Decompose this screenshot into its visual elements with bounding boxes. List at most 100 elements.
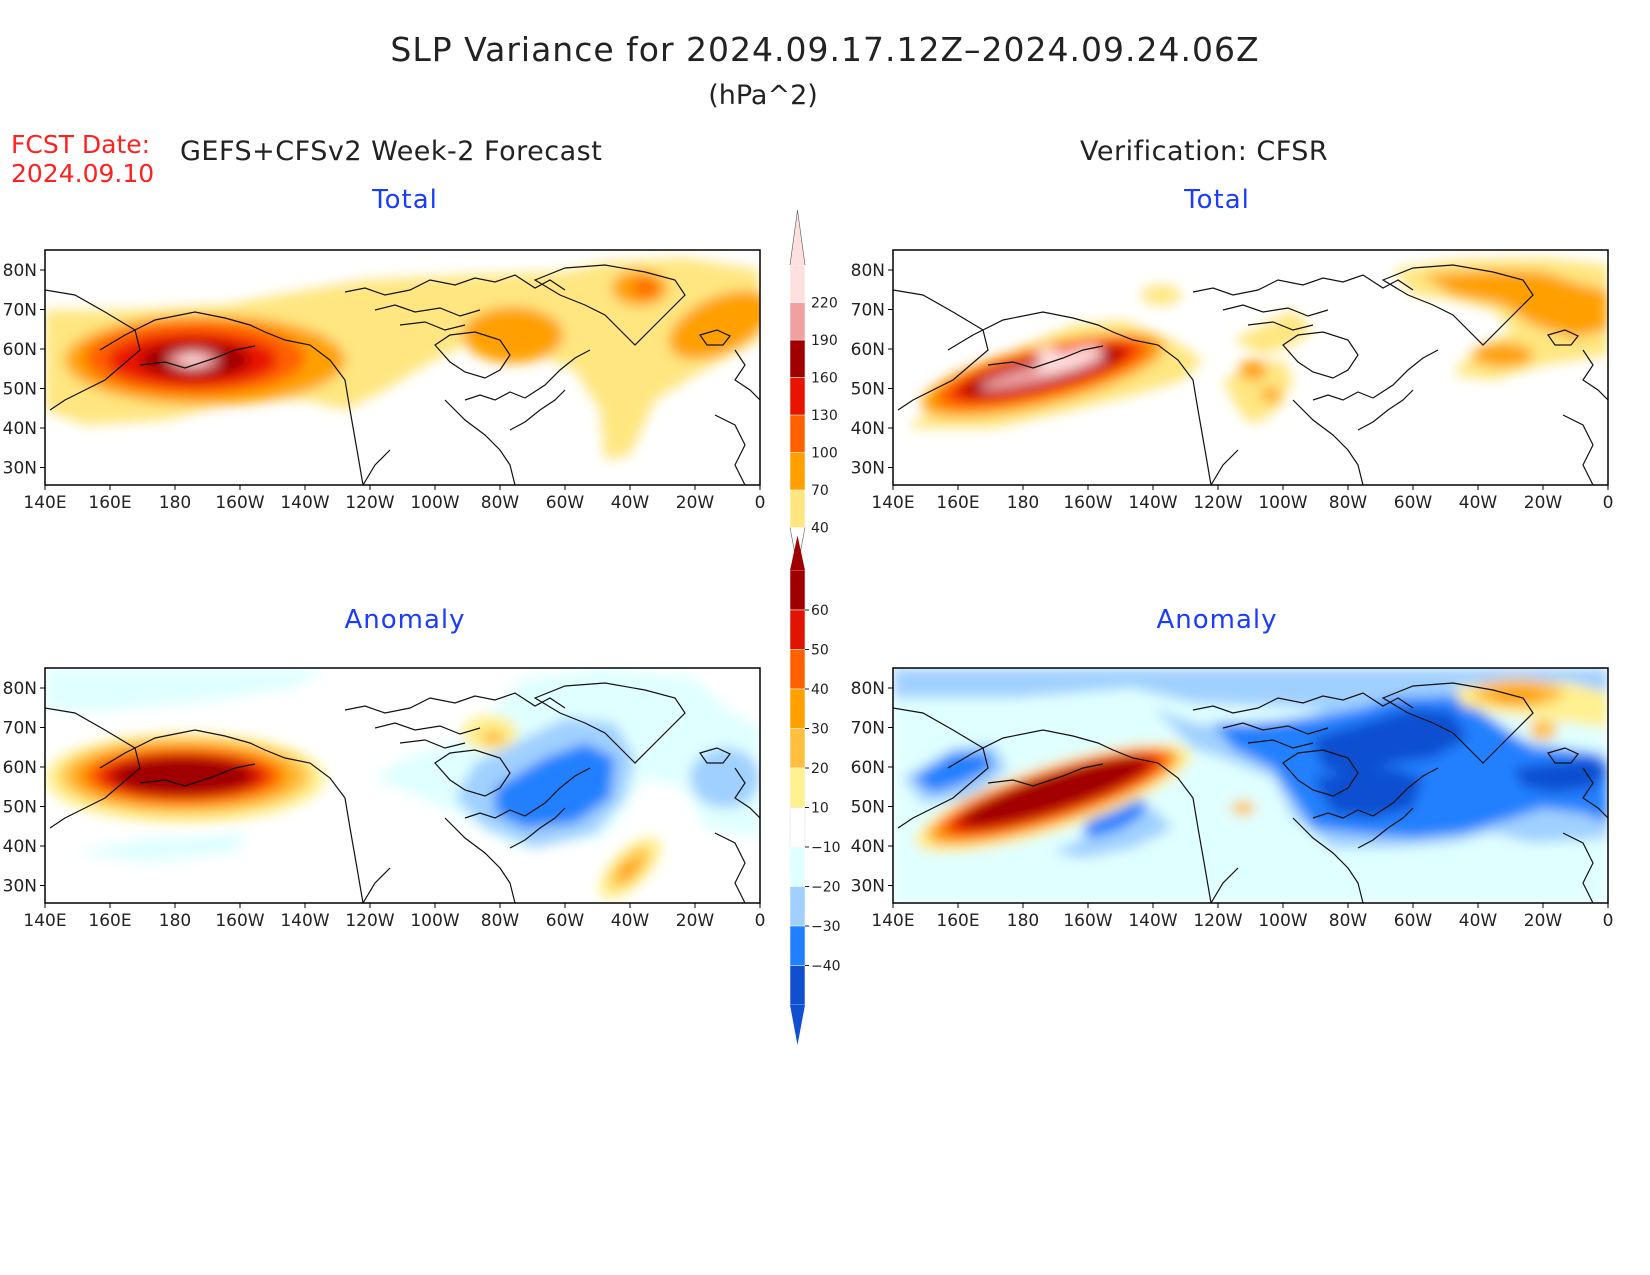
lon-tick-label: 40W — [611, 493, 650, 513]
lon-tick-label: 80W — [1329, 911, 1368, 931]
lat-tick-label: 80N — [3, 261, 37, 281]
colorbar-anomaly-label: 40 — [811, 682, 829, 698]
lon-tick-label: 100W — [410, 493, 459, 513]
lon-tick-label: 80W — [1329, 493, 1368, 513]
lon-tick-label: 180 — [1007, 911, 1039, 931]
colorbar-anomaly: 60 50 40 30 20 10 −10 −20 −30 −40 — [789, 535, 841, 1045]
forecast-header: GEFS+CFSv2 Week-2 Forecast — [180, 136, 603, 167]
lon-tick-label: 60W — [546, 493, 585, 513]
lon-tick-label: 120W — [1193, 493, 1242, 513]
colorbar-swatch — [789, 609, 806, 650]
lat-tick-label: 50N — [851, 798, 885, 818]
lat-tick-label: 50N — [3, 798, 37, 818]
verification-header: Verification: CFSR — [1080, 136, 1329, 167]
main-title: SLP Variance for 2024.09.17.12Z–2024.09.… — [390, 30, 1260, 69]
lon-tick-label: 20W — [1524, 493, 1563, 513]
contour-40 — [45, 258, 760, 460]
colorbar-anomaly-label: 50 — [811, 643, 829, 659]
lat-tick-label: 70N — [3, 719, 37, 739]
colorbar-swatch — [789, 965, 806, 1006]
lon-tick-label: 140W — [1128, 911, 1177, 931]
colorbar-total-label: 190 — [811, 333, 838, 349]
fcst-date-value: 2024.09.10 — [11, 159, 155, 188]
colorbar-swatch — [789, 728, 806, 769]
lon-tick-label: 160W — [215, 493, 264, 513]
colorbar-total-label: 220 — [811, 296, 838, 312]
lon-tick-label: 0 — [1603, 493, 1614, 513]
lon-tick-label: 140W — [1128, 493, 1177, 513]
lat-tick-label: 70N — [851, 301, 885, 321]
lat-tick-label: 60N — [3, 758, 37, 778]
lon-tick-label: 160E — [936, 911, 979, 931]
colorbar-swatch — [789, 767, 806, 808]
colorbar-swatch — [789, 886, 806, 927]
map-verification-anomaly — [892, 667, 1609, 904]
lat-tick-label: 70N — [851, 719, 885, 739]
lat-tick-label: 40N — [851, 419, 885, 439]
lon-tick-label: 180 — [159, 911, 191, 931]
lat-tick-label: 30N — [851, 877, 885, 897]
colorbar-total-label: 160 — [811, 371, 838, 387]
lon-tick-label: 140E — [871, 911, 914, 931]
lon-tick-label: 80W — [481, 911, 520, 931]
lon-tick-label: 100W — [1258, 493, 1307, 513]
lon-tick-label: 60W — [1394, 493, 1433, 513]
lon-tick-label: 160E — [936, 493, 979, 513]
colorbar-anomaly-label: −30 — [811, 919, 841, 935]
lat-tick-label: 60N — [851, 758, 885, 778]
colorbar-anomaly-label: 10 — [811, 801, 829, 817]
colorbar-total: 40 70 100 130 160 190 220 — [789, 209, 838, 568]
lon-tick-label: 40W — [611, 911, 650, 931]
colorbar-anomaly-label: −40 — [811, 959, 841, 975]
lat-tick-label: 30N — [3, 459, 37, 479]
colorbar-swatch — [789, 489, 806, 528]
lon-tick-label: 160W — [1063, 493, 1112, 513]
map-axes: 140E 160E 180 160W 140W 120W 100W 80W 60W 40W 20W 0… — [3, 261, 1614, 931]
lon-tick-label: 100W — [1258, 911, 1307, 931]
lon-tick-label: 120W — [1193, 911, 1242, 931]
lon-tick-label: 120W — [345, 911, 394, 931]
map-forecast-anomaly — [44, 667, 761, 904]
panel-title-forecast-anomaly: Anomaly — [344, 605, 466, 635]
lat-tick-label: 30N — [851, 459, 885, 479]
lon-tick-label: 140E — [23, 493, 66, 513]
map-forecast-total — [44, 249, 761, 486]
lon-tick-label: 180 — [159, 493, 191, 513]
colorbar-swatch — [789, 339, 806, 378]
lon-tick-label: 160W — [1063, 911, 1112, 931]
lat-tick-label: 60N — [851, 340, 885, 360]
map-verification-total — [892, 249, 1609, 486]
lat-tick-label: 80N — [3, 679, 37, 699]
lon-tick-label: 140E — [871, 493, 914, 513]
lon-tick-label: 160E — [88, 911, 131, 931]
colorbar-swatch — [789, 925, 806, 966]
colorbar-swatch — [789, 807, 806, 848]
lon-tick-label: 160E — [88, 493, 131, 513]
lat-tick-label: 50N — [3, 380, 37, 400]
lat-tick-label: 40N — [851, 837, 885, 857]
lon-tick-label: 20W — [1524, 911, 1563, 931]
lon-tick-label: 20W — [676, 911, 715, 931]
colorbar-anomaly-label: 30 — [811, 722, 829, 738]
lat-tick-label: 60N — [3, 340, 37, 360]
lat-tick-label: 70N — [3, 301, 37, 321]
colorbar-swatch — [789, 414, 806, 453]
colorbar-swatch — [789, 452, 806, 491]
colorbar-swatch — [789, 846, 806, 887]
colorbar-anomaly-label: −10 — [811, 840, 841, 856]
lon-tick-label: 180 — [1007, 493, 1039, 513]
lon-tick-label: 0 — [755, 911, 766, 931]
panel-title-verification-anomaly: Anomaly — [1156, 605, 1278, 635]
lon-tick-label: 0 — [1603, 911, 1614, 931]
colorbar-swatch — [789, 264, 806, 303]
colorbar-total-label: 70 — [811, 483, 829, 499]
lon-tick-label: 40W — [1459, 493, 1498, 513]
lon-tick-label: 140W — [280, 493, 329, 513]
lon-tick-label: 120W — [345, 493, 394, 513]
lon-tick-label: 20W — [676, 493, 715, 513]
lat-tick-label: 30N — [3, 877, 37, 897]
lon-tick-label: 0 — [755, 493, 766, 513]
colorbar-total-label: 130 — [811, 408, 838, 424]
colorbar-swatch — [789, 649, 806, 690]
